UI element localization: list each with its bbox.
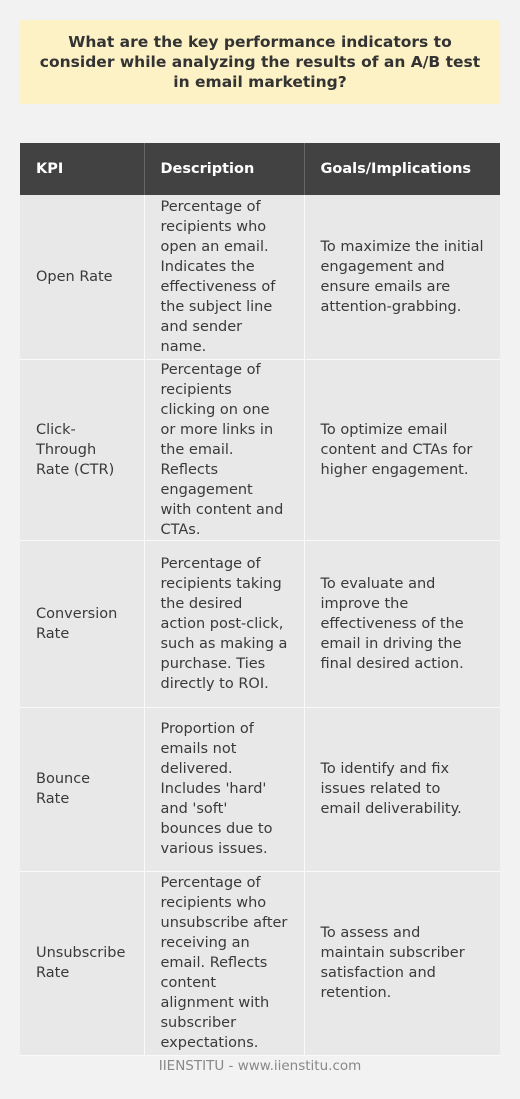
table-row: Conversion Rate Percentage of recipients…	[20, 540, 500, 708]
table-header-row: KPI Description Goals/Implications	[20, 143, 500, 195]
cell-goals: To optimize email content and CTAs for h…	[304, 359, 500, 541]
page-title: What are the key performance indicators …	[39, 33, 481, 91]
cell-description: Percentage of recipients who open an ema…	[144, 195, 305, 360]
table-row: Open Rate Percentage of recipients who o…	[20, 195, 500, 360]
footer-credit: IIENSTITU - www.iienstitu.com	[158, 1058, 362, 1074]
table-row: Click-Through Rate (CTR) Percentage of r…	[20, 359, 500, 541]
cell-kpi: Unsubscribe Rate	[20, 871, 145, 1056]
cell-kpi: Click-Through Rate (CTR)	[20, 359, 145, 541]
table-row: Bounce Rate Proportion of emails not del…	[20, 707, 500, 872]
kpi-table: KPI Description Goals/Implications Open …	[20, 143, 500, 1056]
header-kpi: KPI	[20, 143, 145, 195]
cell-description: Percentage of recipients taking the desi…	[144, 540, 305, 708]
cell-goals: To evaluate and improve the effectivenes…	[304, 540, 500, 708]
cell-description: Percentage of recipients who unsubscribe…	[144, 871, 305, 1056]
cell-description: Percentage of recipients clicking on one…	[144, 359, 305, 541]
cell-goals: To identify and fix issues related to em…	[304, 707, 500, 872]
cell-kpi: Open Rate	[20, 195, 145, 360]
cell-description: Proportion of emails not delivered. Incl…	[144, 707, 305, 872]
cell-kpi: Conversion Rate	[20, 540, 145, 708]
header-description: Description	[144, 143, 305, 195]
cell-goals: To maximize the initial engagement and e…	[304, 195, 500, 360]
cell-goals: To assess and maintain subscriber satisf…	[304, 871, 500, 1056]
cell-kpi: Bounce Rate	[20, 707, 145, 872]
title-banner: What are the key performance indicators …	[20, 20, 500, 104]
header-goals: Goals/Implications	[304, 143, 500, 195]
table-row: Unsubscribe Rate Percentage of recipient…	[20, 871, 500, 1056]
